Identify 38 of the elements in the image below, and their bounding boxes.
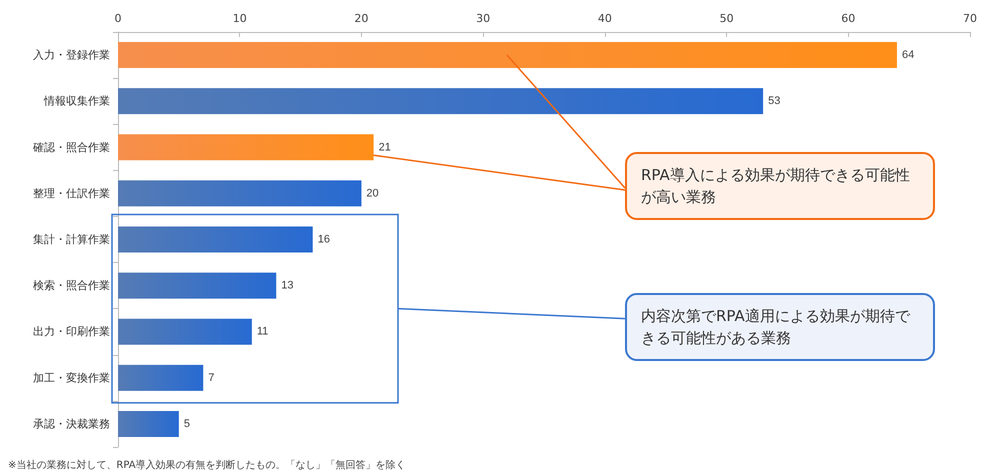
data-label: 11 — [256, 326, 268, 338]
annotation: 内容次第でRPA適用による効果が期待できる可能性がある業務 — [625, 293, 935, 361]
y-tick-label: 出力・印刷作業 — [33, 325, 110, 338]
bar — [118, 180, 362, 206]
y-tick-label: 確認・照合作業 — [32, 140, 110, 154]
x-tick-label: 60 — [841, 12, 856, 25]
x-tick-label: 0 — [114, 12, 122, 25]
data-label: 53 — [768, 95, 780, 108]
bar — [118, 134, 374, 160]
x-tick-label: 10 — [232, 12, 247, 25]
data-label: 13 — [281, 280, 294, 292]
bar — [118, 272, 276, 299]
y-tick-label: 加工・変換作業 — [33, 371, 110, 384]
y-tick-label: 入力・登録作業 — [33, 48, 110, 62]
x-tick-label: 30 — [476, 12, 490, 25]
y-tick-label: 整理・仕訳作業 — [33, 186, 110, 200]
data-label: 16 — [318, 234, 330, 246]
data-label: 7 — [208, 372, 214, 384]
y-tick-label: 承認・決裁業務 — [33, 417, 110, 430]
x-tick-label: 70 — [963, 12, 977, 25]
bar — [118, 410, 179, 437]
data-label: 64 — [902, 49, 914, 62]
text: ※当社の業務に対して、RPA導入効果の有無を判断したもの。「なし」「無回答」を除く — [8, 458, 406, 472]
x-tick-label: 50 — [720, 12, 734, 25]
y-tick-label: 検索・照合作業 — [33, 279, 110, 292]
annotation: RPA導入による効果が期待できる可能性が高い業務 — [625, 152, 935, 220]
y-tick-label: 集計・計算作業 — [33, 233, 110, 246]
x-tick-label: 40 — [598, 12, 612, 25]
data-label: 21 — [378, 141, 391, 154]
bar — [118, 364, 204, 391]
bar — [118, 88, 764, 114]
x-tick-label: 20 — [354, 12, 368, 25]
bar — [118, 226, 313, 252]
data-label: 20 — [366, 187, 379, 200]
data-label: 5 — [184, 418, 190, 430]
y-tick-label: 情報収集作業 — [43, 94, 110, 108]
bar — [118, 42, 897, 68]
bar — [118, 318, 252, 345]
